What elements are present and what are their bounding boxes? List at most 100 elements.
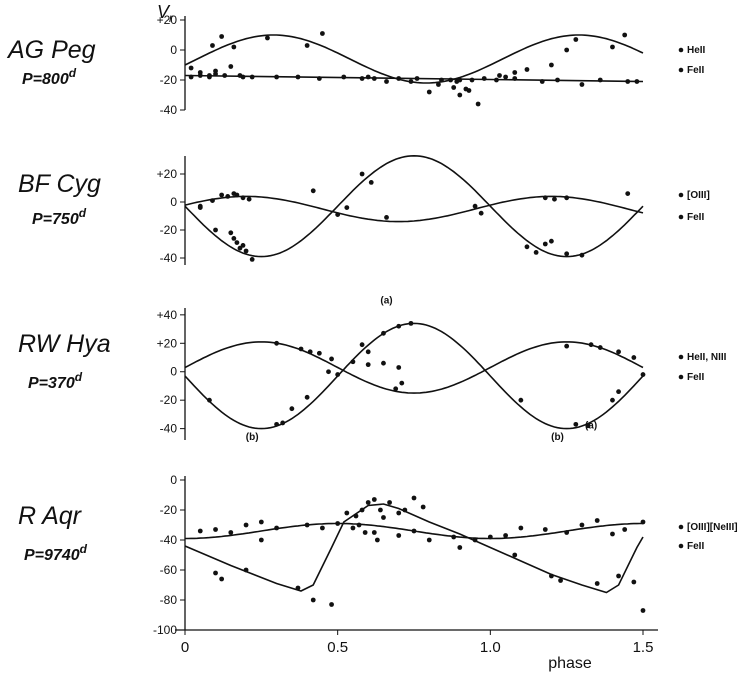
- data-point-oiii-neiii: [426, 537, 432, 543]
- data-point-heii-niii: [307, 349, 313, 355]
- data-point-feii: [258, 537, 264, 543]
- data-point-oiii-neiii: [304, 522, 310, 528]
- data-point-feii: [231, 236, 237, 241]
- curve-feii: [184, 322, 644, 430]
- star-name: AG Peg: [6, 36, 96, 64]
- data-point-feii: [359, 171, 365, 177]
- x-axis-title: phase: [548, 655, 592, 672]
- data-point-heii: [497, 73, 502, 78]
- data-point-feii: [213, 570, 218, 576]
- data-point-feii: [585, 423, 591, 429]
- y-tick-label: -80: [160, 593, 178, 607]
- data-point-oiii-neiii: [622, 527, 628, 532]
- data-point-feii: [494, 77, 499, 83]
- data-point-oiii: [552, 196, 557, 202]
- curve-oiii: [184, 195, 644, 223]
- legend-label: [OIII][NeIII]: [687, 522, 738, 533]
- annotation-label: (a): [585, 421, 597, 432]
- y-tick-label: 0: [170, 43, 177, 57]
- data-point-heii: [573, 37, 579, 42]
- data-point-feii: [362, 530, 368, 535]
- data-point-heii: [426, 89, 432, 95]
- data-point-heii: [549, 62, 554, 68]
- data-point-heii-niii: [631, 355, 637, 360]
- curve-feii: [184, 74, 644, 83]
- data-point-feii: [335, 212, 341, 218]
- data-point-feii: [359, 342, 365, 348]
- data-point-feii: [353, 513, 359, 519]
- y-tick-label: -40: [160, 533, 178, 547]
- data-point-heii-niii: [274, 340, 279, 346]
- data-point-oiii-neiii: [594, 518, 600, 523]
- data-point-feii: [396, 510, 402, 516]
- data-point-oiii: [625, 191, 631, 197]
- data-point-oiii-neiii: [335, 521, 341, 526]
- y-tick-label: 0: [170, 195, 177, 209]
- data-point-heii: [457, 92, 463, 98]
- data-point-feii: [512, 76, 518, 81]
- data-point-feii: [295, 585, 301, 591]
- data-point-heii: [228, 64, 234, 69]
- data-point-feii: [295, 74, 301, 80]
- data-point-feii: [356, 522, 362, 528]
- data-point-feii: [378, 507, 383, 513]
- data-point-feii: [411, 495, 417, 501]
- data-point-feii: [344, 205, 350, 211]
- data-point-feii: [222, 73, 228, 78]
- data-point-feii: [213, 227, 218, 233]
- curve-feii: [184, 154, 644, 258]
- legend-marker: [678, 524, 684, 530]
- data-point-oiii-neiii: [640, 519, 646, 525]
- data-point-feii: [396, 323, 402, 329]
- data-point-oiii: [240, 195, 246, 201]
- data-point-feii: [326, 369, 331, 375]
- star-name: R Aqr: [18, 502, 83, 530]
- data-point-feii: [555, 77, 560, 83]
- data-point-feii: [481, 76, 487, 81]
- data-point-oiii-neiii: [320, 525, 325, 531]
- data-point-oiii: [542, 195, 548, 201]
- data-point-heii-niii: [640, 372, 646, 377]
- data-point-feii: [249, 74, 255, 80]
- data-point-heii-niii: [588, 342, 594, 348]
- data-point-feii: [207, 74, 212, 80]
- data-point-oiii-neiii: [243, 522, 249, 528]
- data-point-feii: [197, 205, 203, 211]
- data-point-heii: [622, 32, 628, 38]
- data-point-feii: [188, 74, 194, 80]
- y-tick-label: -20: [160, 223, 178, 237]
- data-point-heii: [466, 88, 472, 93]
- y-tick-label: +20: [157, 336, 178, 350]
- y-tick-label: -20: [160, 503, 178, 517]
- legend-marker: [678, 192, 684, 198]
- data-point-oiii: [219, 192, 225, 198]
- annotation-label: (b): [246, 432, 259, 443]
- data-point-heii-niii: [597, 345, 603, 350]
- data-point-oiii-neiii: [503, 533, 508, 538]
- data-point-feii: [448, 77, 454, 83]
- data-point-feii: [341, 74, 347, 80]
- data-point-feii: [371, 76, 377, 81]
- data-point-heii: [564, 47, 570, 53]
- data-point-feii: [472, 203, 478, 209]
- data-point-feii: [439, 77, 444, 83]
- data-point-feii: [503, 74, 508, 80]
- data-point-feii: [381, 330, 386, 336]
- data-point-feii: [549, 238, 554, 244]
- data-point-heii: [610, 44, 615, 50]
- data-point-heii: [320, 31, 325, 36]
- data-point-feii: [387, 500, 392, 505]
- x-tick-label: 0.5: [327, 639, 348, 656]
- y-tick-label: -100: [153, 623, 177, 637]
- data-point-feii: [457, 77, 463, 83]
- data-point-oiii: [564, 195, 570, 201]
- data-point-feii: [469, 77, 475, 83]
- legend-label: HeII, NIII: [687, 352, 727, 363]
- data-point-oiii: [225, 194, 231, 199]
- data-point-feii: [533, 250, 539, 255]
- data-point-feii: [274, 74, 279, 80]
- data-point-feii: [558, 578, 563, 583]
- data-point-feii: [289, 406, 295, 412]
- y-tick-label: -20: [160, 73, 178, 87]
